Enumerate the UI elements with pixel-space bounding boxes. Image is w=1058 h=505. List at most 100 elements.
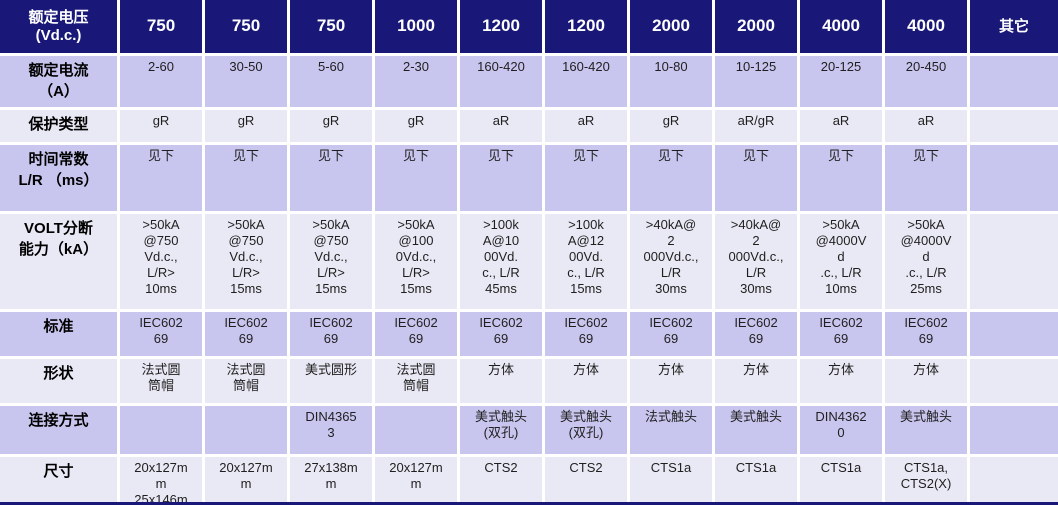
data-cell — [375, 406, 457, 454]
data-cell: 法式触头 — [630, 406, 712, 454]
table-bottom-border — [0, 502, 1058, 505]
data-cell: 方体 — [630, 359, 712, 403]
row-shape: 形状 法式圆 筒帽 法式圆 筒帽 美式圆形 法式圆 筒帽 方体 方体 方体 方体… — [0, 359, 1058, 403]
data-cell: aR — [885, 110, 967, 142]
data-cell: aR — [545, 110, 627, 142]
row-label-rated-current: 额定电流 （A） — [0, 56, 117, 107]
row-breaking-capacity: VOLT分断 能力（kA） >50kA @750 Vd.c., L/R> 10m… — [0, 214, 1058, 309]
data-cell: 160-420 — [460, 56, 542, 107]
header-col-4: 1200 — [460, 0, 542, 53]
data-cell: >50kA @750 Vd.c., L/R> 15ms — [205, 214, 287, 309]
data-cell: >50kA @4000V d .c., L/R 10ms — [800, 214, 882, 309]
data-cell: >50kA @750 Vd.c., L/R> 15ms — [290, 214, 372, 309]
data-cell: aR — [460, 110, 542, 142]
data-cell: 见下 — [120, 145, 202, 211]
data-cell: 美式触头 (双孔) — [460, 406, 542, 454]
data-cell: aR/gR — [715, 110, 797, 142]
data-cell: IEC602 69 — [545, 312, 627, 356]
data-cell — [970, 406, 1058, 454]
row-protection-type: 保护类型 gR gR gR gR aR aR gR aR/gR aR aR — [0, 110, 1058, 142]
data-cell: 见下 — [800, 145, 882, 211]
header-col-0: 750 — [120, 0, 202, 53]
data-cell: 法式圆 筒帽 — [205, 359, 287, 403]
data-cell — [970, 56, 1058, 107]
data-cell: IEC602 69 — [715, 312, 797, 356]
data-cell: >50kA @100 0Vd.c., L/R> 15ms — [375, 214, 457, 309]
data-cell: 30-50 — [205, 56, 287, 107]
row-label-connection: 连接方式 — [0, 406, 117, 454]
header-col-9: 4000 — [885, 0, 967, 53]
data-cell: CTS1a — [800, 457, 882, 505]
header-col-2: 750 — [290, 0, 372, 53]
data-cell: >50kA @4000V d .c., L/R 25ms — [885, 214, 967, 309]
data-cell: IEC602 69 — [375, 312, 457, 356]
data-cell: 2-60 — [120, 56, 202, 107]
data-cell — [120, 406, 202, 454]
header-col-1: 750 — [205, 0, 287, 53]
header-col-8: 4000 — [800, 0, 882, 53]
data-cell: >40kA@ 2 000Vd.c., L/R 30ms — [715, 214, 797, 309]
data-cell: 法式圆 筒帽 — [375, 359, 457, 403]
header-col-5: 1200 — [545, 0, 627, 53]
data-cell: gR — [120, 110, 202, 142]
data-cell: IEC602 69 — [630, 312, 712, 356]
header-col-3: 1000 — [375, 0, 457, 53]
data-cell: IEC602 69 — [290, 312, 372, 356]
data-cell: 方体 — [460, 359, 542, 403]
header-col-6: 2000 — [630, 0, 712, 53]
data-cell: 160-420 — [545, 56, 627, 107]
data-cell: 法式圆 筒帽 — [120, 359, 202, 403]
row-label-breaking-capacity: VOLT分断 能力（kA） — [0, 214, 117, 309]
header-col-other: 其它 — [970, 0, 1058, 53]
data-cell: DIN4365 3 — [290, 406, 372, 454]
data-cell: IEC602 69 — [800, 312, 882, 356]
header-rated-voltage: 额定电压 (Vd.c.) — [0, 0, 117, 53]
data-cell: 20x127m m — [205, 457, 287, 505]
data-cell — [970, 457, 1058, 505]
data-cell: >50kA @750 Vd.c., L/R> 10ms — [120, 214, 202, 309]
data-cell: 见下 — [885, 145, 967, 211]
data-cell: 2-30 — [375, 56, 457, 107]
row-label-dimensions: 尺寸 — [0, 457, 117, 505]
row-label-standard: 标准 — [0, 312, 117, 356]
data-cell: IEC602 69 — [120, 312, 202, 356]
data-cell: IEC602 69 — [885, 312, 967, 356]
data-cell — [970, 214, 1058, 309]
data-cell: 美式圆形 — [290, 359, 372, 403]
data-cell: CTS1a — [715, 457, 797, 505]
row-time-constant: 时间常数 L/R （ms） 见下 见下 见下 见下 见下 见下 见下 见下 见下… — [0, 145, 1058, 211]
row-standard: 标准 IEC602 69 IEC602 69 IEC602 69 IEC602 … — [0, 312, 1058, 356]
row-dimensions: 尺寸 20x127m m 25x146m m 20x127m m 27x138m… — [0, 457, 1058, 505]
row-label-shape: 形状 — [0, 359, 117, 403]
row-rated-current: 额定电流 （A） 2-60 30-50 5-60 2-30 160-420 16… — [0, 56, 1058, 107]
data-cell: 见下 — [205, 145, 287, 211]
data-cell: 美式触头 — [885, 406, 967, 454]
data-cell: gR — [205, 110, 287, 142]
data-cell — [205, 406, 287, 454]
data-cell: CTS2 — [545, 457, 627, 505]
data-cell: 美式触头 — [715, 406, 797, 454]
data-cell: 见下 — [460, 145, 542, 211]
data-cell: 美式触头 (双孔) — [545, 406, 627, 454]
data-cell: gR — [290, 110, 372, 142]
data-cell: 方体 — [545, 359, 627, 403]
data-cell — [970, 110, 1058, 142]
header-col-7: 2000 — [715, 0, 797, 53]
data-cell: 20x127m m 25x146m m — [120, 457, 202, 505]
data-cell: 27x138m m — [290, 457, 372, 505]
data-cell: 20-450 — [885, 56, 967, 107]
data-cell: CTS2 — [460, 457, 542, 505]
data-cell — [970, 312, 1058, 356]
data-cell: >100k A@12 00Vd. c., L/R 15ms — [545, 214, 627, 309]
data-cell: 20x127m m — [375, 457, 457, 505]
data-cell: IEC602 69 — [460, 312, 542, 356]
data-cell: 20-125 — [800, 56, 882, 107]
data-cell: DIN4362 0 — [800, 406, 882, 454]
row-connection: 连接方式 DIN4365 3 美式触头 (双孔) 美式触头 (双孔) 法式触头 … — [0, 406, 1058, 454]
data-cell: aR — [800, 110, 882, 142]
data-cell: >40kA@ 2 000Vd.c., L/R 30ms — [630, 214, 712, 309]
row-label-protection-type: 保护类型 — [0, 110, 117, 142]
data-cell: 见下 — [545, 145, 627, 211]
